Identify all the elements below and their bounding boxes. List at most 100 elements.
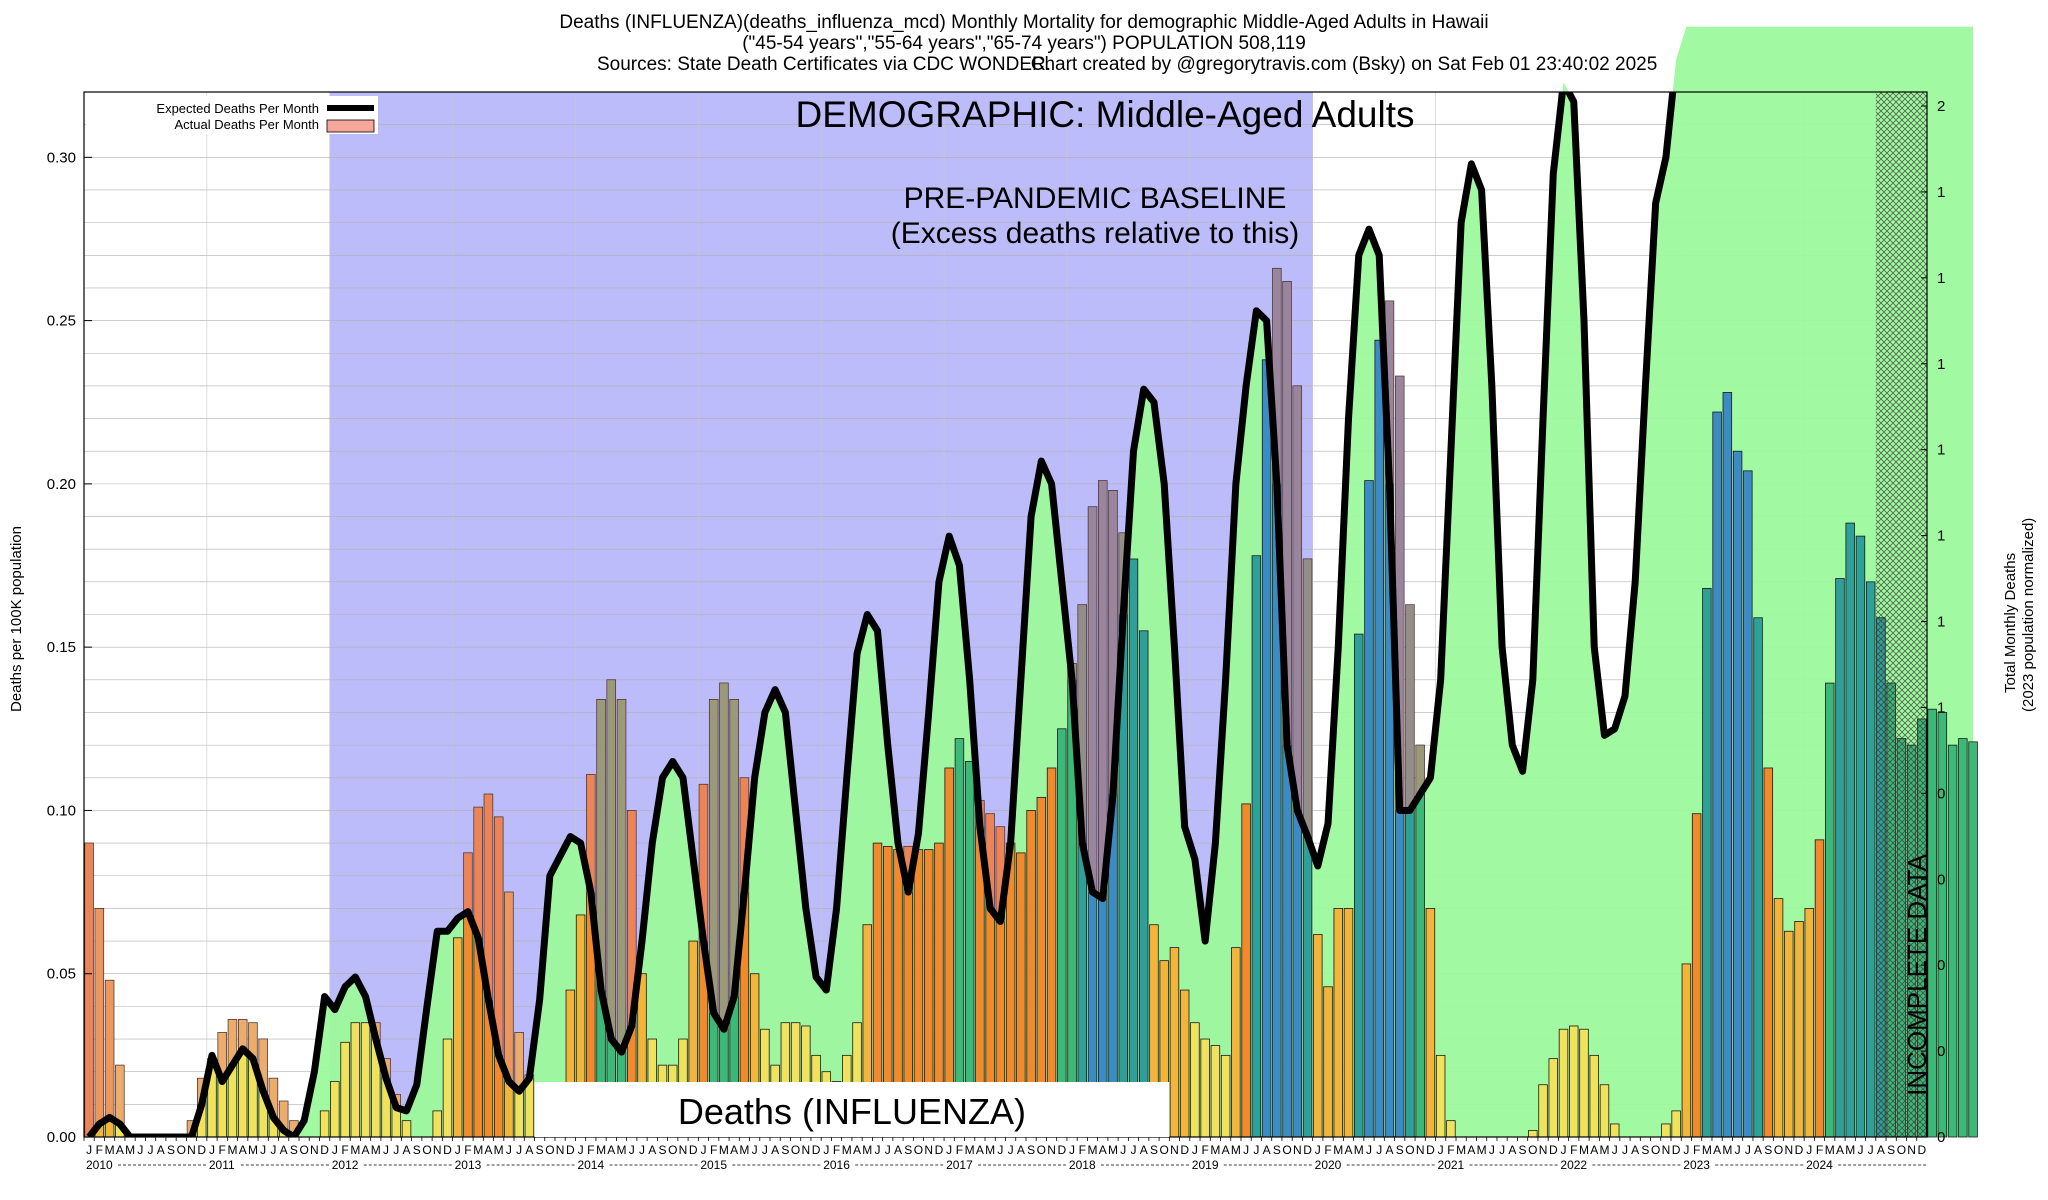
excess-overlay [996, 826, 1005, 922]
x-month-label: J [1683, 1143, 1689, 1157]
x-month-label: M [862, 1143, 872, 1157]
x-month-label: J [270, 1143, 276, 1157]
actual-bar [1548, 1058, 1558, 1138]
x-month-label: D [566, 1143, 575, 1157]
x-month-label: D [1795, 1143, 1804, 1157]
y2-tick-label: 1 [1937, 184, 1945, 201]
x-month-label: O [791, 1143, 800, 1157]
actual-bar [1220, 1054, 1231, 1138]
actual-bar [1569, 1025, 1579, 1138]
x-month-label: J [885, 1143, 891, 1157]
legend-actual-swatch [326, 119, 375, 133]
y-tick-label: 0.30 [47, 149, 76, 166]
x-month-label: J [1561, 1143, 1567, 1157]
actual-bar [1722, 392, 1733, 1138]
x-month-label: S [658, 1143, 666, 1157]
x-month-label: J [823, 1143, 829, 1157]
actual-bar [1968, 741, 1978, 1138]
x-month-label: J [1069, 1143, 1075, 1157]
x-month-label: N [1170, 1143, 1179, 1157]
x-month-label: D [812, 1143, 821, 1157]
y-tick-label: 0.25 [47, 313, 76, 330]
x-month-label: J [639, 1143, 645, 1157]
x-year-label: 2016 [823, 1158, 850, 1172]
x-month-label: M [350, 1143, 360, 1157]
x-month-label: J [1806, 1143, 1812, 1157]
excess-overlay [740, 777, 749, 893]
x-month-label: D [689, 1143, 698, 1157]
x-month-label: F [464, 1143, 471, 1157]
actual-bar [1374, 339, 1384, 1138]
x-month-label: S [1887, 1143, 1895, 1157]
excess-overlay [719, 683, 729, 1030]
y2-tick-label: 0 [1937, 785, 1945, 802]
y-axis-label: Deaths per 100K population [8, 526, 25, 712]
actual-bar [1845, 522, 1855, 1138]
x-month-label: J [1857, 1143, 1863, 1157]
actual-bar [1313, 934, 1323, 1138]
excess-overlay [1098, 480, 1108, 899]
x-month-label: J [1130, 1143, 1136, 1157]
x-month-label: J [1315, 1143, 1321, 1157]
x-month-label: A [1467, 1143, 1475, 1157]
actual-bar [1671, 1110, 1681, 1138]
x-month-label: A [1140, 1143, 1148, 1157]
x-month-label: J [875, 1143, 881, 1157]
excess-overlay [514, 1032, 524, 1092]
actual-bar [1190, 1022, 1200, 1138]
x-month-label: O [1528, 1143, 1537, 1157]
excess-overlay [289, 1120, 299, 1137]
chart-subtitle: ("45-54 years","55-64 years","65-74 year… [742, 33, 1306, 54]
x-month-label: S [1764, 1143, 1772, 1157]
baseline-annotation-line2: (Excess deaths relative to this) [891, 217, 1300, 250]
x-month-label: J [1622, 1143, 1628, 1157]
x-year-label: 2010 [86, 1158, 113, 1172]
y-tick-label: 0.05 [47, 966, 76, 983]
actual-bar [1609, 1123, 1620, 1138]
actual-bar [432, 1110, 442, 1138]
excess-overlay [729, 699, 739, 997]
x-month-label: A [1344, 1143, 1352, 1157]
x-month-label: F [710, 1143, 717, 1157]
x-month-label: A [976, 1143, 984, 1157]
x-month-label: D [1303, 1143, 1312, 1157]
x-month-label: M [842, 1143, 852, 1157]
y-tick-label: 0.10 [47, 802, 76, 819]
x-month-label: D [1057, 1143, 1066, 1157]
x-month-label: N [187, 1143, 196, 1157]
actual-bar [1354, 633, 1364, 1138]
x-month-label: S [781, 1143, 789, 1157]
y2-tick-label: 0 [1937, 1043, 1945, 1060]
x-month-label: D [1549, 1143, 1558, 1157]
x-month-label: N [802, 1143, 811, 1157]
x-month-label: F [1079, 1143, 1086, 1157]
x-month-label: A [853, 1143, 861, 1157]
excess-overlay [279, 1101, 288, 1131]
x-month-label: J [1243, 1143, 1249, 1157]
x-month-label: M [739, 1143, 749, 1157]
excess-overlay [1272, 268, 1282, 484]
actual-bar [1200, 1038, 1210, 1138]
x-month-label: O [1405, 1143, 1414, 1157]
x-month-label: M [1599, 1143, 1609, 1157]
legend-expected-label: Expected Deaths Per Month [156, 101, 319, 116]
x-month-label: M [1477, 1143, 1487, 1157]
x-month-label: A [607, 1143, 615, 1157]
x-month-label: M [1354, 1143, 1364, 1157]
actual-bar [1763, 767, 1774, 1138]
x-month-label: O [177, 1143, 186, 1157]
actual-bar [1261, 359, 1272, 1138]
actual-bar [319, 1110, 330, 1138]
x-month-label: F [341, 1143, 348, 1157]
x-month-label: J [752, 1143, 758, 1157]
x-month-label: O [545, 1143, 554, 1157]
x-month-label: F [1324, 1143, 1331, 1157]
actual-bar [1241, 803, 1251, 1138]
x-month-label: O [1651, 1143, 1660, 1157]
actual-bar [1784, 930, 1794, 1138]
x-month-label: M [371, 1143, 381, 1157]
x-month-label: A [1590, 1143, 1598, 1157]
x-month-label: A [484, 1143, 492, 1157]
y2-tick-label: 1 [1937, 614, 1945, 631]
excess-overlay [1077, 604, 1087, 844]
